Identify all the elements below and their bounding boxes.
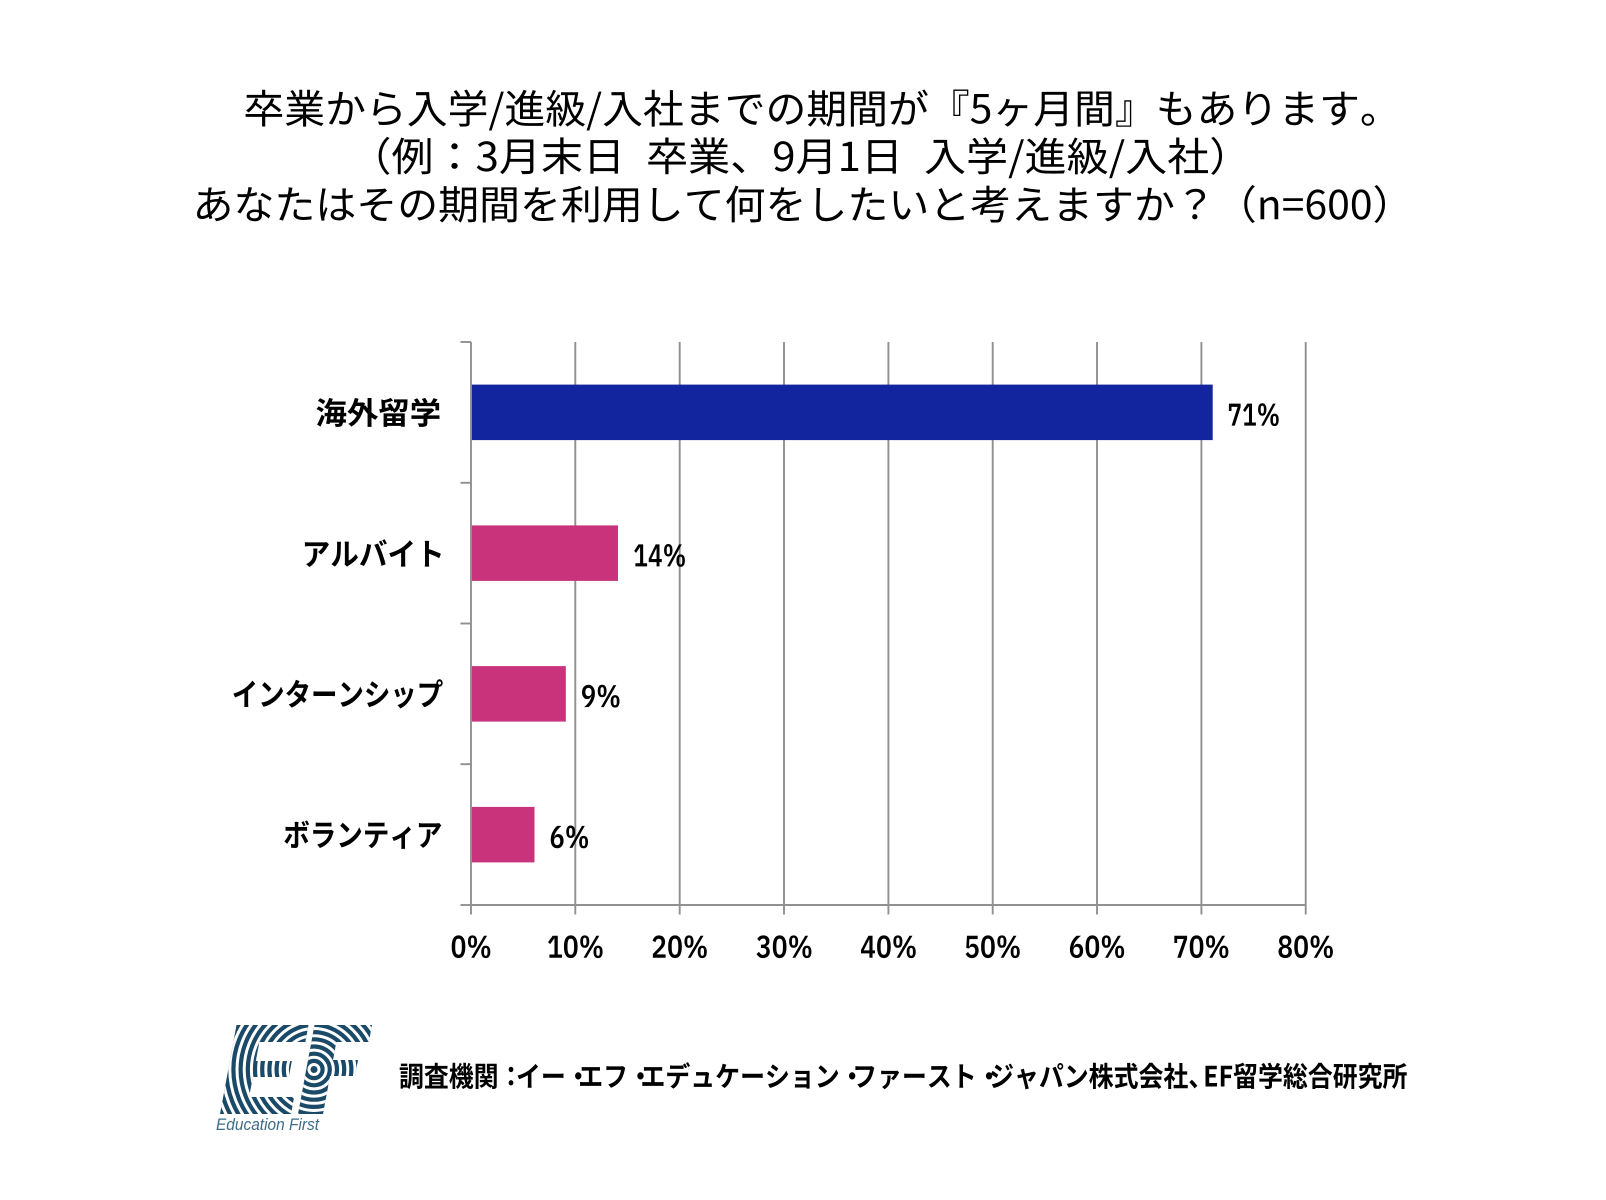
svg-text:Education First: Education First: [216, 1116, 320, 1134]
